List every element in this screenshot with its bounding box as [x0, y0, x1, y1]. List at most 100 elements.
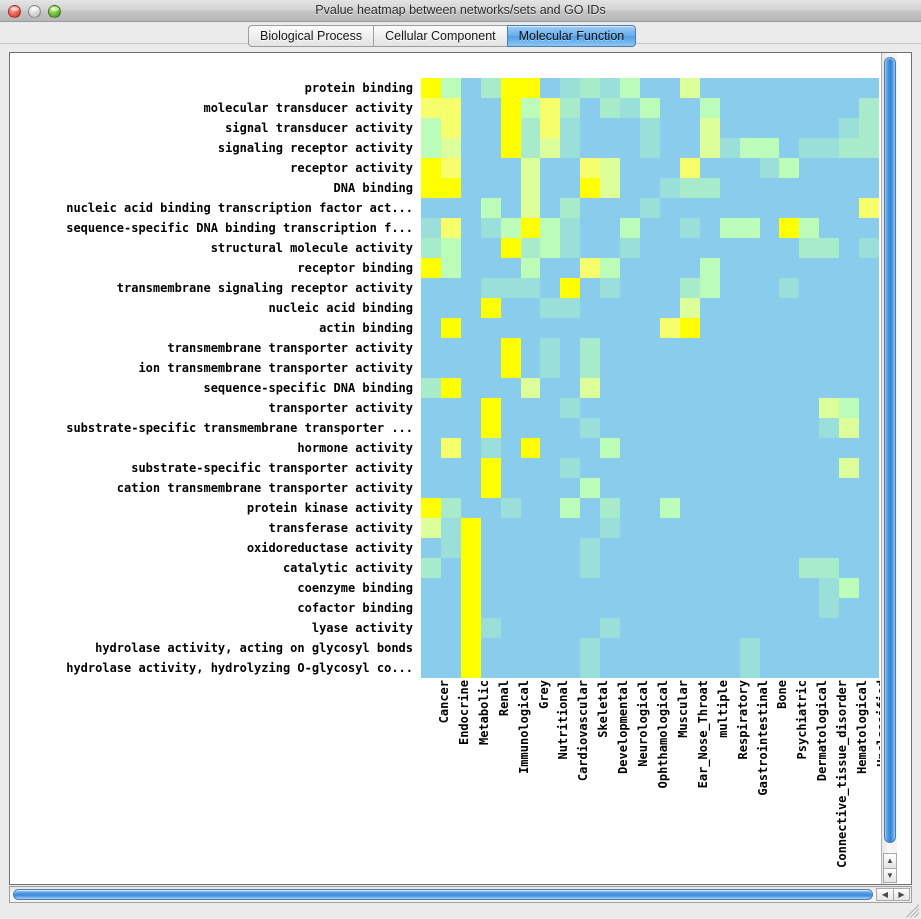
heatmap-cell[interactable] — [679, 578, 700, 598]
heatmap-cell[interactable] — [699, 98, 720, 118]
heatmap-cell[interactable] — [779, 358, 800, 378]
heatmap-cell[interactable] — [640, 78, 660, 98]
heatmap-cell[interactable] — [759, 518, 780, 538]
heatmap-cell[interactable] — [679, 538, 700, 558]
heatmap-cell[interactable] — [560, 178, 581, 198]
heatmap-cell[interactable] — [699, 518, 720, 538]
heatmap-cell[interactable] — [520, 358, 541, 378]
heatmap-cell[interactable] — [620, 158, 641, 178]
heatmap-cell[interactable] — [719, 618, 740, 638]
heatmap-cell[interactable] — [560, 658, 581, 678]
heatmap-cell[interactable] — [640, 638, 660, 658]
heatmap-cell[interactable] — [560, 398, 581, 418]
heatmap-cell[interactable] — [719, 478, 740, 498]
heatmap-cell[interactable] — [759, 438, 780, 458]
heatmap-cell[interactable] — [580, 338, 601, 358]
heatmap-cell[interactable] — [759, 418, 780, 438]
heatmap-cell[interactable] — [739, 298, 760, 318]
heatmap-cell[interactable] — [540, 318, 561, 338]
heatmap-cell[interactable] — [859, 518, 879, 538]
heatmap-cell[interactable] — [839, 318, 860, 338]
heatmap-cell[interactable] — [739, 138, 760, 158]
heatmap-cell[interactable] — [540, 658, 561, 678]
heatmap-cell[interactable] — [679, 238, 700, 258]
heatmap-cell[interactable] — [759, 298, 780, 318]
heatmap-cell[interactable] — [460, 358, 481, 378]
heatmap-cell[interactable] — [500, 658, 521, 678]
heatmap-cell[interactable] — [779, 478, 800, 498]
heatmap-cell[interactable] — [679, 98, 700, 118]
heatmap-cell[interactable] — [839, 658, 860, 678]
heatmap-cell[interactable] — [600, 458, 621, 478]
heatmap-cell[interactable] — [699, 278, 720, 298]
heatmap-cell[interactable] — [560, 238, 581, 258]
heatmap-cell[interactable] — [699, 378, 720, 398]
heatmap-cell[interactable] — [500, 478, 521, 498]
heatmap-cell[interactable] — [580, 98, 601, 118]
heatmap-cell[interactable] — [640, 418, 660, 438]
heatmap-cell[interactable] — [799, 118, 820, 138]
heatmap-cell[interactable] — [659, 618, 680, 638]
heatmap-cell[interactable] — [580, 398, 601, 418]
heatmap-cell[interactable] — [620, 198, 641, 218]
heatmap-cell[interactable] — [440, 198, 461, 218]
heatmap-cell[interactable] — [460, 378, 481, 398]
heatmap-cell[interactable] — [799, 558, 820, 578]
heatmap-cell[interactable] — [659, 198, 680, 218]
heatmap-cell[interactable] — [500, 498, 521, 518]
heatmap-cell[interactable] — [839, 238, 860, 258]
heatmap-cell[interactable] — [859, 358, 879, 378]
heatmap-cell[interactable] — [580, 138, 601, 158]
heatmap-cell[interactable] — [421, 338, 441, 358]
heatmap-cell[interactable] — [580, 218, 601, 238]
heatmap-cell[interactable] — [719, 358, 740, 378]
heatmap-cell[interactable] — [679, 338, 700, 358]
heatmap-cell[interactable] — [520, 478, 541, 498]
heatmap-cell[interactable] — [440, 578, 461, 598]
heatmap-cell[interactable] — [859, 538, 879, 558]
heatmap-cell[interactable] — [480, 498, 501, 518]
heatmap-cell[interactable] — [421, 438, 441, 458]
heatmap-cell[interactable] — [719, 238, 740, 258]
heatmap-cell[interactable] — [520, 78, 541, 98]
heatmap-cell[interactable] — [799, 298, 820, 318]
heatmap-cell[interactable] — [440, 338, 461, 358]
heatmap-cell[interactable] — [600, 298, 621, 318]
heatmap-cell[interactable] — [540, 278, 561, 298]
heatmap-cell[interactable] — [620, 538, 641, 558]
heatmap-cell[interactable] — [819, 518, 840, 538]
heatmap-cell[interactable] — [460, 418, 481, 438]
heatmap-cell[interactable] — [520, 398, 541, 418]
heatmap-cell[interactable] — [620, 118, 641, 138]
heatmap-cell[interactable] — [699, 318, 720, 338]
heatmap-cell[interactable] — [819, 478, 840, 498]
heatmap-cell[interactable] — [759, 338, 780, 358]
heatmap-cell[interactable] — [620, 298, 641, 318]
heatmap-cell[interactable] — [520, 158, 541, 178]
heatmap-cell[interactable] — [620, 358, 641, 378]
heatmap-cell[interactable] — [640, 578, 660, 598]
heatmap-cell[interactable] — [440, 238, 461, 258]
heatmap-cell[interactable] — [620, 578, 641, 598]
heatmap-cell[interactable] — [659, 258, 680, 278]
heatmap-cell[interactable] — [580, 538, 601, 558]
heatmap-cell[interactable] — [640, 358, 660, 378]
heatmap-cell[interactable] — [719, 518, 740, 538]
heatmap-cell[interactable] — [679, 218, 700, 238]
heatmap-cell[interactable] — [600, 658, 621, 678]
heatmap-cell[interactable] — [779, 418, 800, 438]
heatmap-cell[interactable] — [839, 538, 860, 558]
heatmap-cell[interactable] — [759, 358, 780, 378]
heatmap-cell[interactable] — [421, 158, 441, 178]
heatmap-cell[interactable] — [659, 658, 680, 678]
heatmap-cell[interactable] — [779, 218, 800, 238]
heatmap-cell[interactable] — [580, 658, 601, 678]
heatmap-cell[interactable] — [699, 538, 720, 558]
heatmap-cell[interactable] — [719, 418, 740, 438]
heatmap-cell[interactable] — [520, 138, 541, 158]
heatmap-cell[interactable] — [699, 78, 720, 98]
heatmap-cell[interactable] — [679, 618, 700, 638]
heatmap-cell[interactable] — [839, 578, 860, 598]
heatmap-cell[interactable] — [839, 558, 860, 578]
heatmap-cell[interactable] — [580, 638, 601, 658]
